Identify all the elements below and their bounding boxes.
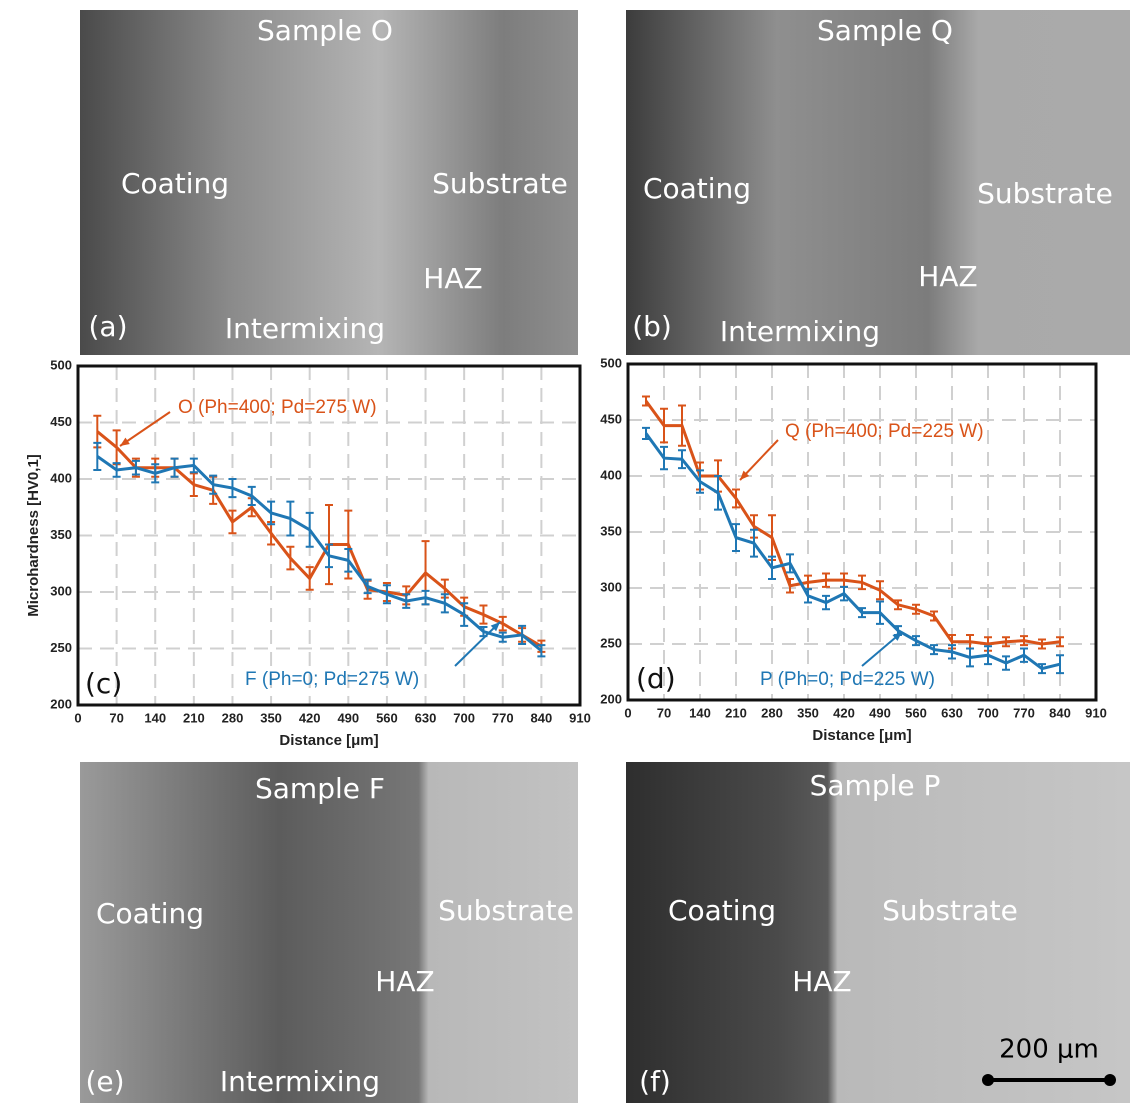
region-label: Coating	[668, 894, 776, 927]
y-tick-label: 200	[50, 696, 72, 711]
y-tick-label: 200	[600, 691, 622, 706]
x-tick-label: 560	[905, 705, 927, 720]
x-tick-label: 770	[492, 710, 514, 725]
sample-title: Sample F	[255, 772, 385, 805]
y-tick-label: 300	[600, 579, 622, 594]
y-tick-label: 250	[50, 640, 72, 655]
region-label: Intermixing	[225, 312, 385, 345]
region-label: Substrate	[977, 177, 1113, 210]
scale-bar-end	[1104, 1074, 1116, 1086]
panel-label: (e)	[85, 1065, 124, 1098]
sample-title: Sample Q	[817, 14, 953, 47]
y-tick-label: 400	[50, 470, 72, 485]
y-axis-label: Microhardness [HV0,1]	[25, 454, 42, 617]
y-tick-label: 250	[600, 635, 622, 650]
region-label: HAZ	[918, 260, 977, 293]
panel-label: (d)	[636, 662, 676, 695]
error-bar	[537, 644, 546, 658]
plot-frame	[76, 364, 582, 707]
sample-title: Sample O	[257, 14, 393, 47]
x-tick-label: 70	[109, 710, 123, 725]
region-label: Intermixing	[720, 315, 880, 348]
x-tick-label: 910	[569, 710, 591, 725]
region-label: Substrate	[438, 894, 574, 927]
region-label: Substrate	[432, 167, 568, 200]
y-tick-label: 450	[50, 414, 72, 429]
x-tick-label: 140	[144, 710, 166, 725]
region-label: Coating	[96, 897, 204, 930]
series-annotation: O (Ph=400; Pd=275 W)	[178, 397, 377, 418]
x-axis-label: Distance [μm]	[812, 727, 911, 744]
x-tick-label: 140	[689, 705, 711, 720]
y-tick-label: 450	[600, 411, 622, 426]
region-label: Coating	[643, 172, 751, 205]
series-annotation: P (Ph=0; Pd=225 W)	[760, 669, 935, 690]
series-annotation: F (Ph=0; Pd=275 W)	[245, 669, 419, 690]
y-tick-label: 350	[50, 527, 72, 542]
x-tick-label: 280	[761, 705, 783, 720]
scale-bar-label: 200 μm	[999, 1035, 1099, 1065]
x-tick-label: 490	[869, 705, 891, 720]
annotation-arrow	[119, 411, 171, 447]
x-tick-label: 630	[941, 705, 963, 720]
region-label: HAZ	[792, 965, 851, 998]
arrow-head	[892, 632, 902, 641]
region-label: Coating	[121, 167, 229, 200]
y-tick-label: 300	[50, 583, 72, 598]
panel-label: (f)	[639, 1065, 671, 1098]
arrow-head	[490, 622, 500, 632]
x-tick-label: 350	[797, 705, 819, 720]
series-line	[96, 455, 543, 652]
region-label: HAZ	[423, 262, 482, 295]
annotation-arrow	[454, 621, 501, 667]
x-tick-label: 280	[222, 710, 244, 725]
plot-frame	[626, 362, 1098, 702]
x-tick-label: 350	[260, 710, 282, 725]
panel-label: (a)	[88, 310, 127, 343]
region-label: HAZ	[375, 965, 434, 998]
x-tick-label: 700	[977, 705, 999, 720]
x-tick-label: 770	[1013, 705, 1035, 720]
y-tick-label: 400	[600, 467, 622, 482]
x-tick-label: 490	[337, 710, 359, 725]
x-tick-label: 0	[624, 705, 631, 720]
scale-bar-end	[982, 1074, 994, 1086]
series-line	[644, 432, 1061, 671]
x-tick-label: 210	[183, 710, 205, 725]
panel-label: (c)	[85, 667, 122, 700]
y-tick-label: 350	[600, 523, 622, 538]
micrograph-e	[80, 762, 578, 1103]
y-tick-label: 500	[50, 357, 72, 372]
x-tick-label: 910	[1085, 705, 1107, 720]
x-tick-label: 700	[453, 710, 475, 725]
arrow-head	[120, 437, 130, 446]
x-tick-label: 0	[74, 710, 81, 725]
x-tick-label: 420	[299, 710, 321, 725]
region-label: Substrate	[882, 894, 1018, 927]
x-tick-label: 840	[531, 710, 553, 725]
x-tick-label: 70	[657, 705, 671, 720]
sample-title: Sample P	[810, 769, 941, 802]
x-axis-label: Distance [μm]	[279, 732, 378, 749]
x-tick-label: 420	[833, 705, 855, 720]
micrograph-a	[80, 10, 578, 355]
x-tick-label: 560	[376, 710, 398, 725]
panel-label: (b)	[632, 310, 672, 343]
series-annotation: Q (Ph=400; Pd=225 W)	[785, 421, 984, 442]
micrograph-f	[626, 762, 1130, 1103]
x-tick-label: 630	[415, 710, 437, 725]
micrograph-b	[626, 10, 1130, 355]
x-tick-label: 210	[725, 705, 747, 720]
x-tick-label: 840	[1049, 705, 1071, 720]
y-tick-label: 500	[600, 355, 622, 370]
arrow-head	[740, 470, 750, 480]
region-label: Intermixing	[220, 1065, 380, 1098]
